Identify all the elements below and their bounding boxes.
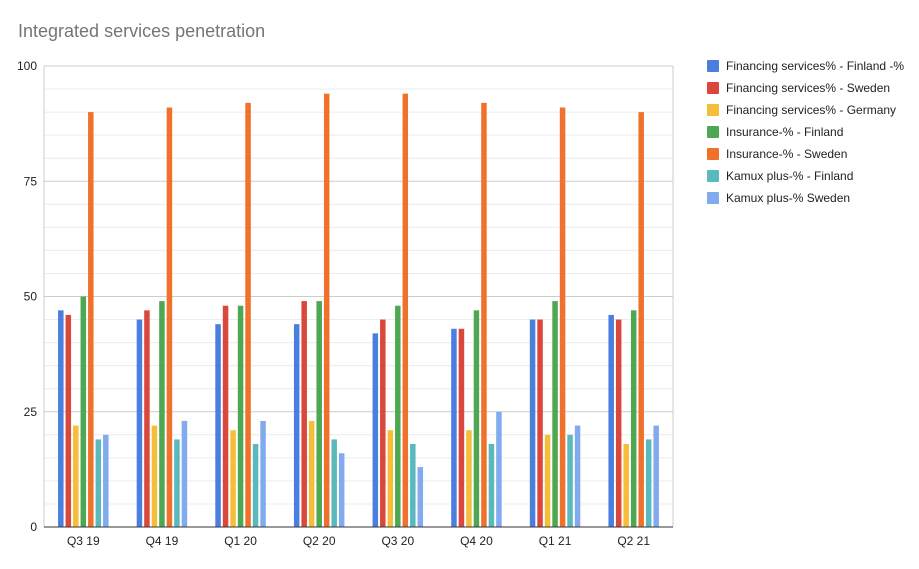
- axes: 0 25 50 75 100 Q3 19 Q4 19 Q1 20 Q2 20 Q3 20 Q4 20…: [17, 59, 673, 548]
- bar: [88, 112, 94, 527]
- chart-title: Integrated services penetration: [18, 21, 265, 41]
- bar: [308, 420, 315, 527]
- bar: [567, 434, 573, 527]
- bar: [159, 301, 165, 527]
- bar: [58, 310, 64, 527]
- bar: [181, 420, 188, 527]
- legend-label: Insurance-% - Sweden: [726, 147, 847, 161]
- legend: Financing services% - Finland -% Financin…: [707, 59, 904, 205]
- bar: [103, 434, 109, 527]
- bar: [151, 425, 158, 527]
- legend-label: Kamux plus-% - Finland: [726, 169, 853, 183]
- y-tick-label: 100: [17, 59, 37, 73]
- bar: [174, 439, 180, 527]
- bar: [559, 107, 566, 528]
- bar: [488, 444, 495, 527]
- bar: [653, 425, 659, 527]
- bar: [331, 439, 337, 527]
- bar: [623, 444, 629, 527]
- bar: [230, 430, 236, 527]
- bar: [95, 439, 102, 527]
- bar: [166, 107, 173, 528]
- bar: [293, 324, 300, 527]
- legend-swatch: [707, 170, 719, 182]
- bar: [65, 314, 72, 527]
- bar: [80, 296, 87, 527]
- legend-swatch: [707, 82, 719, 94]
- bar: [380, 319, 386, 527]
- legend-label: Kamux plus-% Sweden: [726, 191, 850, 205]
- x-tick-label: Q3 20: [381, 534, 414, 548]
- bar: [417, 467, 424, 527]
- bar: [73, 425, 79, 527]
- legend-label: Financing services% - Sweden: [726, 81, 890, 95]
- legend-swatch: [707, 60, 719, 72]
- bar: [608, 314, 614, 527]
- legend-swatch: [707, 126, 719, 138]
- bar: [458, 328, 465, 527]
- legend-label: Financing services% - Finland -%: [726, 59, 904, 73]
- bar: [574, 425, 581, 527]
- bar: [237, 305, 244, 527]
- bar: [144, 310, 150, 527]
- bar: [451, 328, 457, 527]
- bar: [552, 301, 558, 527]
- x-tick-label: Q1 20: [224, 534, 257, 548]
- y-tick-label: 50: [24, 290, 38, 304]
- bar: [473, 310, 480, 527]
- bar: [252, 444, 259, 527]
- bar: [316, 301, 322, 527]
- x-tick-label: Q4 19: [146, 534, 179, 548]
- bar: [395, 305, 401, 527]
- legend-label: Financing services% - Germany: [726, 103, 896, 117]
- y-tick-label: 0: [30, 520, 37, 534]
- bar: [638, 112, 644, 527]
- legend-swatch: [707, 104, 719, 116]
- bar: [372, 333, 379, 527]
- bar: [529, 319, 536, 527]
- y-tick-label: 25: [24, 405, 38, 419]
- bar: [338, 453, 345, 527]
- bar: [630, 310, 637, 527]
- bar: [410, 444, 416, 527]
- bar: [537, 319, 543, 527]
- legend-swatch: [707, 192, 719, 204]
- bar: [301, 301, 307, 527]
- x-tick-label: Q4 20: [460, 534, 493, 548]
- bar: [245, 102, 251, 527]
- x-tick-label: Q3 19: [67, 534, 100, 548]
- y-tick-label: 75: [24, 174, 38, 188]
- bar: [466, 430, 472, 527]
- bar: [544, 434, 551, 527]
- bar: [323, 93, 330, 527]
- bar: [496, 411, 502, 527]
- bar: [222, 305, 229, 527]
- x-tick-label: Q2 20: [303, 534, 336, 548]
- bar: [136, 319, 143, 527]
- bar: [645, 439, 652, 527]
- bars: [58, 93, 659, 528]
- x-tick-label: Q2 21: [617, 534, 650, 548]
- legend-swatch: [707, 148, 719, 160]
- bar: [402, 93, 409, 527]
- bar: [615, 319, 622, 527]
- bar: [260, 420, 266, 527]
- bar: [481, 102, 487, 527]
- bar: [387, 430, 394, 527]
- bar: [215, 324, 221, 527]
- x-tick-label: Q1 21: [539, 534, 572, 548]
- legend-label: Insurance-% - Finland: [726, 125, 843, 139]
